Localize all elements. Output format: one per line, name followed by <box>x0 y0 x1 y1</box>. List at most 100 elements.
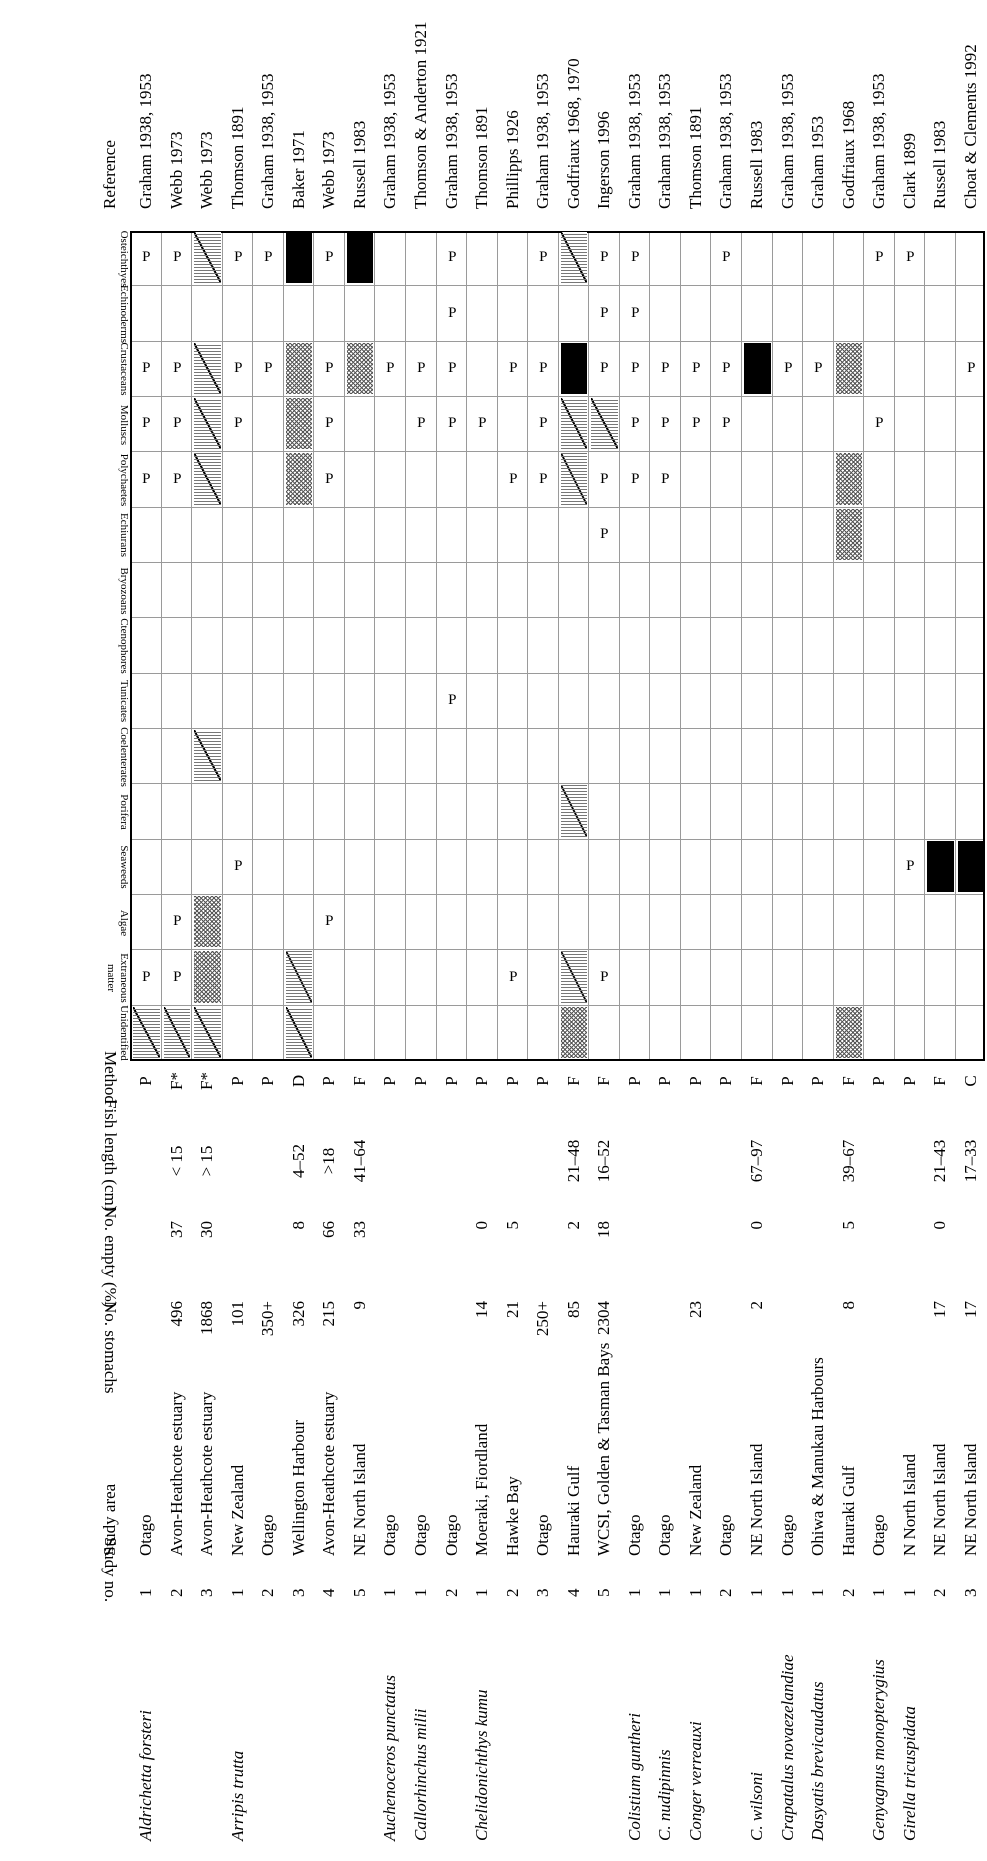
reference: Graham 1938, 1953 <box>533 73 553 209</box>
fish-length: 4–52 <box>288 1144 308 1178</box>
study-area: WCSI, Golden & Tasman Bays <box>594 1342 614 1556</box>
study-area: Otago <box>716 1514 736 1556</box>
diet-cell <box>835 342 863 394</box>
no-stomachs: 9 <box>349 1301 369 1310</box>
category-header-tunicates: Tunicates <box>118 680 130 723</box>
study-area: Otago <box>869 1514 889 1556</box>
no-empty: 2 <box>563 1221 583 1230</box>
grid-row-line <box>893 233 895 1059</box>
reference: Godfriaux 1968 <box>838 100 858 209</box>
study-no: 1 <box>899 1588 919 1598</box>
reference: Thomson & Anderton 1921 <box>410 21 430 209</box>
study-area: Otago <box>655 1514 675 1556</box>
diet-cell: P <box>447 691 456 708</box>
diet-cell: P <box>233 415 243 432</box>
diet-cell: P <box>325 415 334 432</box>
method: F <box>930 1076 950 1086</box>
species-name: Genyagnus monopterygius <box>869 1659 889 1841</box>
study-area: NE North Island <box>930 1443 950 1556</box>
method: P <box>869 1076 889 1086</box>
diet-cell: P <box>661 470 670 487</box>
no-stomachs-header: No. stomachs <box>101 1301 120 1394</box>
no-empty: 0 <box>930 1221 950 1230</box>
no-empty: 37 <box>166 1221 186 1238</box>
method: F <box>838 1076 858 1086</box>
reference-header: Reference <box>100 140 119 209</box>
category-header-echiurans: Echiurans <box>118 513 130 558</box>
study-no: 1 <box>380 1588 400 1598</box>
study-no: 5 <box>349 1588 369 1598</box>
species-name: Colistium guntheri <box>624 1713 644 1841</box>
reference: Graham 1938, 1953 <box>380 73 400 209</box>
fish-length: 21–43 <box>930 1139 950 1183</box>
species-name: Aldrichetta forsteri <box>136 1710 155 1841</box>
diet-cell: P <box>447 304 456 321</box>
no-stomachs: 2 <box>747 1301 766 1310</box>
method: F <box>747 1076 766 1086</box>
study-no: 3 <box>197 1588 217 1598</box>
study-no: 3 <box>288 1588 308 1598</box>
no-stomachs: 326 <box>288 1301 308 1327</box>
study-area: Otago <box>380 1514 400 1556</box>
method: P <box>777 1076 797 1086</box>
reference: Russell 1983 <box>349 120 369 209</box>
no-stomachs: 23 <box>685 1301 705 1318</box>
study-area: Avon-Heathcote estuary <box>166 1391 186 1556</box>
study-area: Avon-Heathcote estuary <box>197 1391 217 1556</box>
study-area: Otago <box>410 1514 430 1556</box>
species-name: Callorhinchus milii <box>410 1708 430 1841</box>
reference: Webb 1973 <box>197 131 217 209</box>
diet-cell <box>560 398 588 450</box>
reference: Russell 1983 <box>747 120 766 209</box>
method: P <box>533 1076 553 1086</box>
fish-length: 39–67 <box>838 1139 858 1183</box>
study-no: 1 <box>410 1588 430 1598</box>
study-area: Otago <box>533 1514 553 1556</box>
study-no: 1 <box>655 1588 675 1598</box>
species-name: Crapatalus novaezelandiae <box>777 1654 797 1841</box>
reference: Clark 1899 <box>899 132 919 209</box>
diet-cell <box>835 1006 863 1058</box>
species-name: Conger verreauxi <box>685 1721 705 1841</box>
diet-cell: P <box>325 913 334 930</box>
no-empty: 33 <box>349 1221 369 1238</box>
study-no: 2 <box>838 1588 858 1598</box>
diet-cell <box>835 453 863 505</box>
reference: Graham 1938, 1953 <box>624 73 644 209</box>
study-no: 1 <box>472 1588 492 1598</box>
species-name: Auchenoceros punctatus <box>380 1674 400 1841</box>
study-no: 1 <box>777 1588 797 1598</box>
study-no: 2 <box>716 1588 736 1598</box>
method: F* <box>166 1072 186 1090</box>
reference: Graham 1938, 1953 <box>869 73 889 209</box>
reference: Choat & Clements 1992 <box>960 44 980 209</box>
reference: Graham 1938, 1953 <box>655 73 675 209</box>
study-no: 1 <box>227 1588 247 1598</box>
no-empty: 0 <box>747 1221 766 1230</box>
diet-cell <box>194 896 221 948</box>
study-area: Avon-Heathcote estuary <box>319 1391 339 1556</box>
method: C <box>960 1075 980 1087</box>
study-area-header: Study area <box>100 1483 119 1556</box>
diet-cell: P <box>966 359 976 376</box>
reference: Thomson 1891 <box>685 106 705 209</box>
study-no: 4 <box>563 1588 583 1598</box>
no-stomachs: 2304 <box>594 1301 614 1335</box>
diet-cell: P <box>478 415 487 432</box>
study-no: 2 <box>441 1588 461 1598</box>
category-header-extraneous-matter: Extraneous matter <box>105 953 130 1003</box>
reference: Graham 1938, 1953 <box>258 73 278 209</box>
diet-cell: P <box>447 249 456 266</box>
category-header-crustaceans: Crustaceans <box>118 342 130 396</box>
study-area: Hauraki Gulf <box>838 1465 858 1556</box>
category-header-polychaetes: Polychaetes <box>118 453 130 507</box>
study-no: 1 <box>624 1588 644 1598</box>
study-area: New Zealand <box>685 1464 705 1556</box>
diet-cell <box>194 453 221 505</box>
method: P <box>472 1076 492 1086</box>
study-no: 2 <box>258 1588 278 1598</box>
reference: Graham 1938, 1953 <box>136 73 155 209</box>
method: F* <box>197 1072 217 1090</box>
method: F <box>594 1076 614 1086</box>
